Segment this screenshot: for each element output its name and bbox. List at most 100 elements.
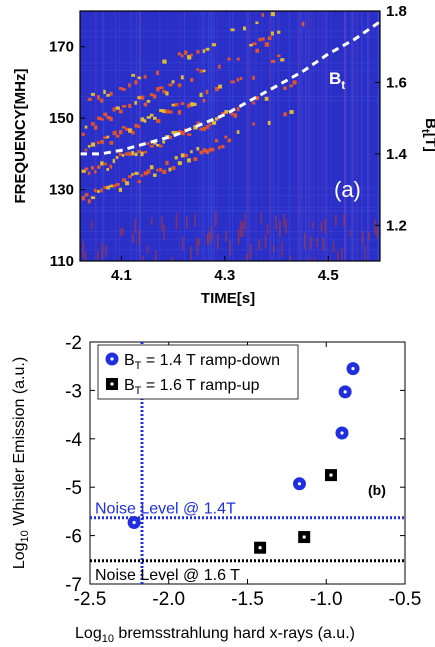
emission-pixel (121, 154, 125, 157)
emission-pixel (241, 221, 244, 238)
emission-pixel (205, 149, 210, 155)
emission-pixel (293, 260, 296, 261)
emission-pixel (205, 47, 210, 51)
emission-pixel (289, 110, 294, 114)
x-tick-label: 4.5 (318, 267, 339, 284)
emission-pixel (105, 245, 107, 257)
emission-pixel (190, 78, 194, 82)
emission-pixel (171, 130, 175, 135)
emission-pixel (134, 123, 138, 128)
emission-pixel (230, 28, 235, 32)
emission-pixel (132, 233, 134, 244)
emission-pixel (156, 119, 161, 123)
emission-pixel (171, 257, 174, 261)
legend-label-1-6t: BT = 1.6 T ramp-up (124, 377, 260, 397)
emission-pixel (128, 175, 132, 179)
emission-pixel (134, 101, 138, 105)
emission-pixel (84, 167, 89, 171)
emission-pixel (143, 150, 148, 154)
emission-pixel (275, 215, 277, 230)
emission-pixel (162, 140, 166, 144)
emission-pixel (236, 106, 240, 112)
emission-pixel (97, 141, 100, 145)
emission-pixel (224, 135, 228, 139)
emission-pixel (363, 245, 366, 260)
legend-box (97, 344, 299, 400)
emission-pixel (260, 212, 263, 224)
emission-pixel (115, 156, 119, 159)
emission-pixel (341, 247, 343, 261)
y2-tick-label: 1.4 (386, 146, 408, 163)
emission-pixel (277, 30, 281, 34)
emission-pixel (163, 224, 165, 241)
emission-pixel (312, 222, 314, 229)
emission-pixel (131, 73, 136, 77)
data-point-1-4t-center (297, 482, 302, 486)
emission-pixel (258, 239, 261, 251)
emission-pixel (230, 80, 235, 84)
data-point-1-6t-center (329, 473, 333, 477)
emission-pixel (109, 140, 114, 145)
emission-pixel (101, 242, 103, 260)
emission-pixel (193, 102, 197, 106)
emission-pixel (196, 68, 199, 71)
x-tick-label: 4.1 (111, 267, 132, 284)
emission-pixel (168, 167, 172, 172)
emission-pixel (100, 161, 104, 166)
emission-pixel (328, 258, 331, 261)
emission-pixel (131, 130, 135, 135)
emission-pixel (90, 92, 95, 96)
emission-pixel (218, 145, 221, 150)
emission-pixel (142, 255, 145, 261)
emission-pixel (146, 245, 149, 254)
emission-pixel (90, 122, 95, 126)
emission-pixel (140, 151, 144, 157)
emission-pixel (143, 119, 147, 123)
x-tick-label: -1.0 (310, 589, 343, 610)
panel-a-y2-ticks: 1.2 1.4 1.6 1.8 (375, 3, 408, 234)
emission-pixel (162, 169, 167, 175)
emission-pixel (204, 259, 207, 261)
emission-pixel (121, 104, 127, 108)
emission-pixel (106, 135, 110, 139)
panel-b-x-label: Log10 bremsstrahlung hard x-rays (a.u.) (75, 625, 355, 645)
emission-pixel (202, 148, 207, 153)
emission-pixel (87, 97, 92, 101)
emission-pixel (100, 188, 103, 193)
bt-curve-label: Bt (329, 69, 345, 92)
emission-pixel (224, 110, 229, 114)
emission-pixel (180, 54, 184, 58)
emission-pixel (134, 218, 136, 234)
emission-pixel (255, 96, 260, 101)
emission-pixel (81, 196, 85, 201)
emission-pixel (137, 150, 142, 153)
emission-pixel (258, 37, 262, 42)
emission-pixel (171, 166, 176, 171)
emission-pixel (264, 42, 270, 47)
emission-pixel (84, 148, 88, 152)
emission-pixel (97, 251, 99, 261)
x-tick-label: -1.5 (231, 589, 264, 610)
emission-pixel (267, 120, 271, 126)
emission-pixel (165, 109, 170, 114)
emission-pixel (187, 55, 192, 60)
emission-pixel (229, 240, 232, 256)
emission-pixel (255, 21, 259, 25)
emission-pixel (190, 102, 194, 107)
emission-pixel (168, 110, 173, 114)
emission-pixel (249, 43, 254, 47)
emission-pixel (84, 125, 88, 129)
data-point-1-4t-center (351, 367, 355, 371)
emission-pixel (193, 157, 198, 162)
emission-pixel (252, 122, 255, 126)
emission-pixel (103, 112, 108, 117)
emission-pixel (303, 232, 306, 250)
y-tick-label: -7 (65, 575, 82, 596)
legend: BT = 1.4 T ramp-down BT = 1.6 T ramp-up (97, 344, 299, 400)
emission-pixel (165, 91, 169, 96)
emission-pixel (314, 257, 316, 261)
emission-pixel (106, 93, 110, 97)
emission-pixel (97, 95, 101, 100)
emission-pixel (227, 57, 231, 61)
